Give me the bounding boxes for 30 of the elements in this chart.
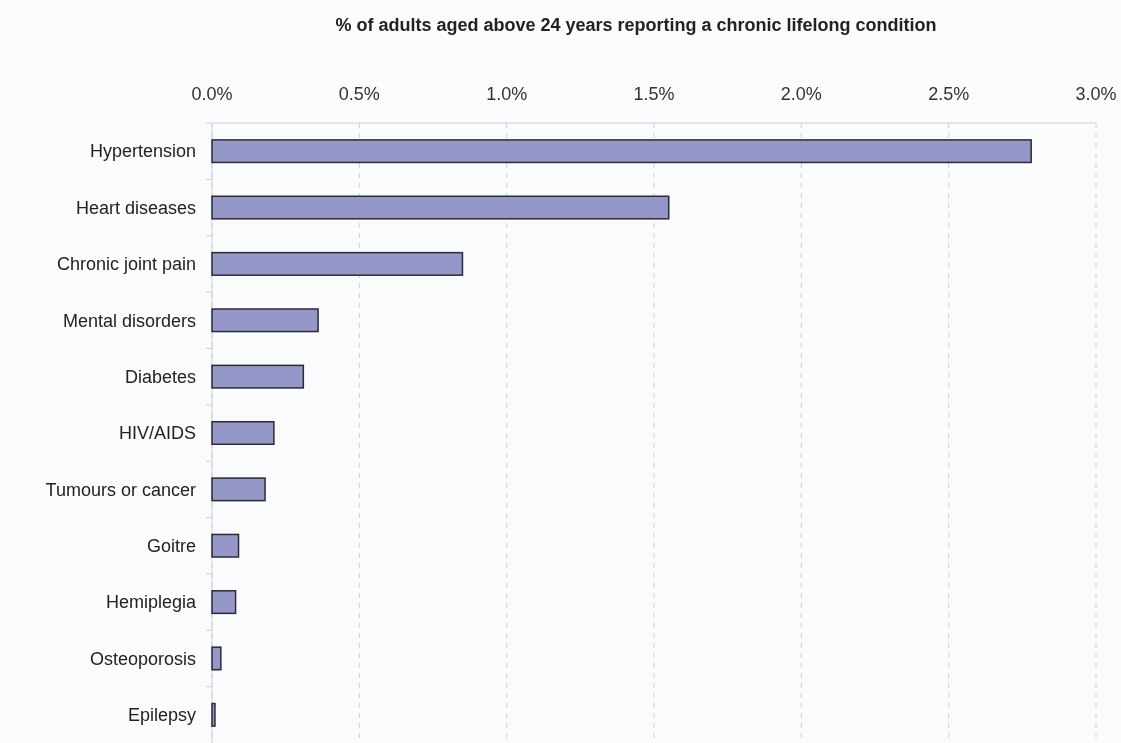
x-tick-label: 1.5% [633,84,675,104]
y-tick-label: Chronic joint pain [56,254,196,275]
bar [211,646,222,671]
bar [211,702,216,727]
bar [211,251,464,276]
bar [211,308,319,333]
x-tick-label: 0.0% [191,84,233,104]
y-tick-label: Diabetes [124,366,196,387]
x-tick-label: 2.5% [928,84,970,104]
bar [211,139,1032,164]
x-tick-label: 3.0% [1075,84,1117,104]
y-tick-label: Osteoporosis [89,648,196,669]
x-tick-label: 0.5% [338,84,380,104]
bar [211,477,266,502]
bar [211,533,240,558]
y-tick-label: Hypertension [89,141,196,162]
y-tick-label: Heart diseases [75,197,196,218]
bar [211,195,670,220]
y-tick-label: Tumours or cancer [45,479,196,500]
bar [211,590,237,615]
y-tick-label: HIV/AIDS [118,423,196,444]
y-tick-label: Mental disorders [62,310,196,331]
bar [211,420,275,446]
y-tick-label: Hemiplegia [105,592,197,613]
bar [211,364,305,389]
y-tick-label: Goitre [146,536,196,557]
chart-title: % of adults aged above 24 years reporting a chronic lifelong condition [335,15,937,35]
x-tick-label: 1.0% [486,84,528,104]
x-tick-label: 2.0% [780,84,822,104]
y-tick-label: Epilepsy [127,705,196,726]
